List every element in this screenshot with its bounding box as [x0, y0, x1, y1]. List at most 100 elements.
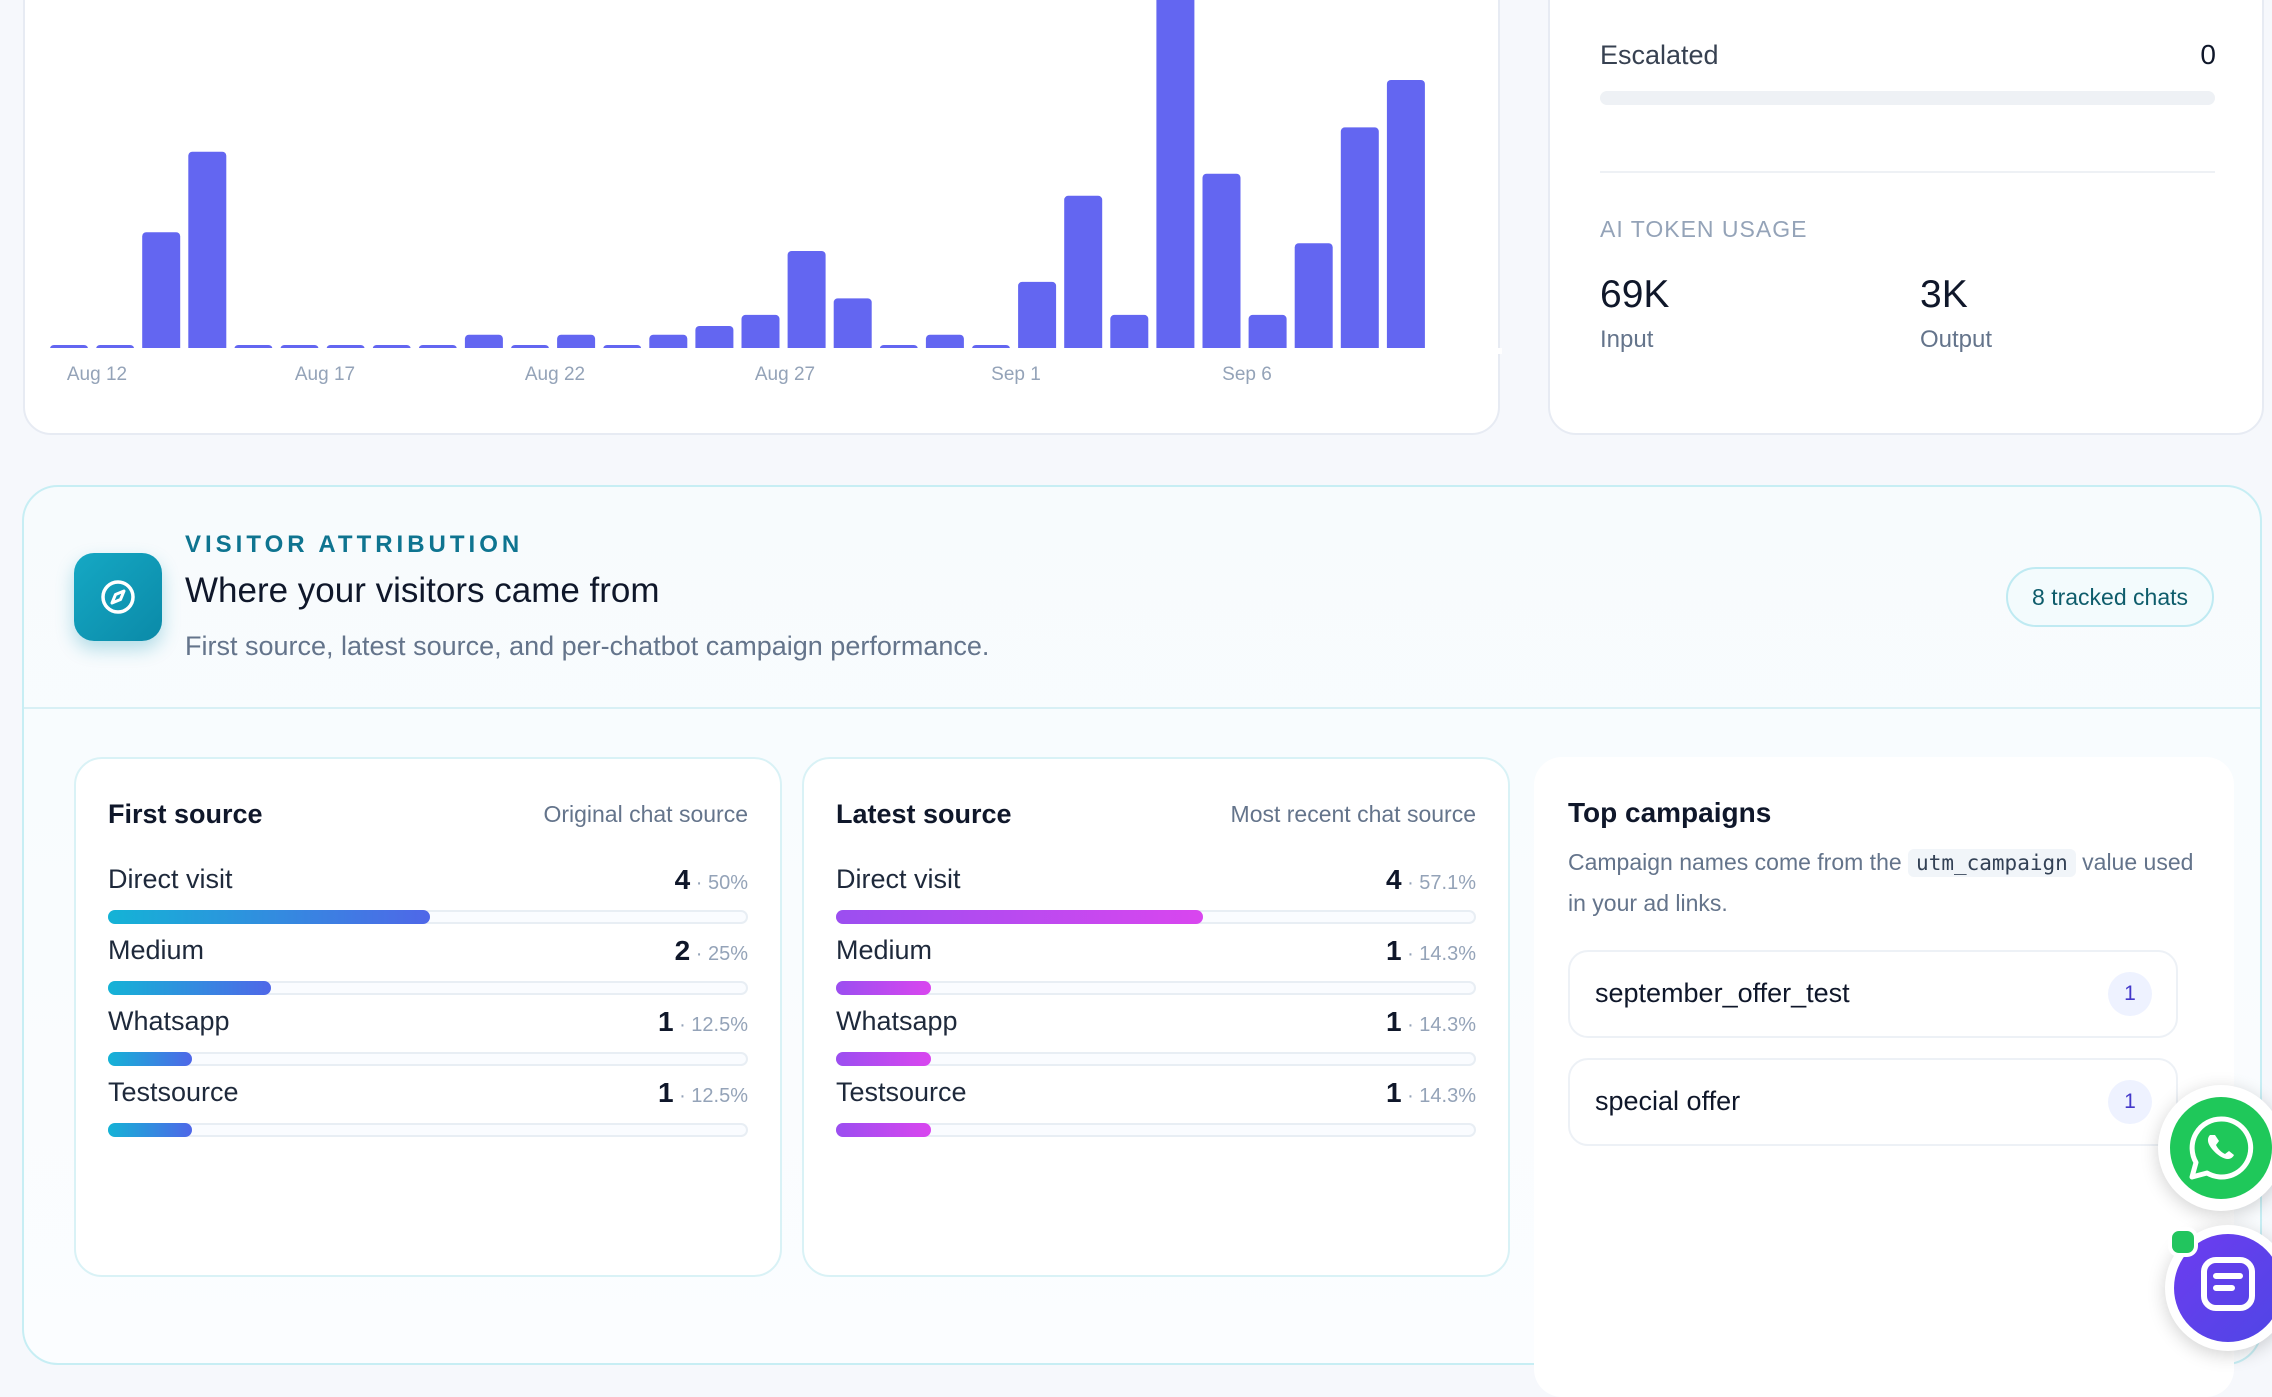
latest-source-row: Medium 1 · 14.3%	[836, 935, 1476, 1005]
source-bar-fill	[836, 1123, 931, 1137]
x-tick-label: Aug 22	[525, 364, 585, 385]
source-bar-fill	[108, 981, 271, 995]
chart-bar	[833, 298, 872, 352]
source-bar-fill	[108, 910, 430, 924]
source-bar-track	[836, 1052, 1476, 1066]
source-percent: · 14.3%	[1401, 943, 1476, 965]
x-tick-label: Sep 1	[991, 364, 1041, 385]
divider	[1600, 171, 2215, 173]
compass-icon	[74, 553, 162, 641]
chart-bar	[1018, 281, 1057, 352]
top-campaigns-title: Top campaigns	[1568, 797, 1772, 828]
source-bar-track	[108, 910, 748, 924]
source-bar-track	[108, 1123, 748, 1137]
chart-bar	[787, 250, 826, 352]
source-name: Direct visit	[836, 864, 961, 894]
first-source-row: Testsource 1 · 12.5%	[108, 1077, 748, 1147]
first-source-subtitle: Original chat source	[543, 801, 748, 827]
source-count-value: 1	[1385, 935, 1402, 966]
source-count: 4 · 57.1%	[1386, 864, 1476, 896]
token-usage-heading: AI TOKEN USAGE	[1600, 216, 1808, 242]
source-bar-fill	[836, 1052, 931, 1066]
source-percent: · 14.3%	[1401, 1085, 1476, 1107]
source-name: Whatsapp	[108, 1006, 230, 1036]
source-count: 1 · 14.3%	[1386, 1077, 1476, 1109]
chart-bar	[464, 334, 503, 352]
chart-bar	[1110, 314, 1149, 352]
source-count: 4 · 50%	[675, 864, 748, 896]
latest-source-row: Direct visit 4 · 57.1%	[836, 864, 1476, 934]
output-token-value: 3K	[1920, 273, 1968, 316]
campaign-count-badge: 1	[2108, 1080, 2152, 1124]
source-bar-fill	[108, 1123, 192, 1137]
source-name: Testsource	[836, 1077, 967, 1107]
stats-card: Escalated 0 AI TOKEN USAGE 69K Input 3K …	[1548, 0, 2264, 435]
escalated-value: 0	[2200, 39, 2216, 70]
visitor-attribution-section: VISITOR ATTRIBUTION Where your visitors …	[22, 485, 2262, 1397]
daily-chats-bar-chart: Aug 12 Aug 17 Aug 22 Aug 27 Sep 1 Sep 6	[25, 0, 1502, 385]
source-count-value: 1	[657, 1077, 674, 1108]
x-tick-label: Aug 27	[755, 364, 815, 385]
x-tick-label: Sep 6	[1222, 364, 1272, 385]
source-percent: · 14.3%	[1401, 1014, 1476, 1036]
output-token-label: Output	[1920, 326, 1993, 353]
source-bar-track	[108, 981, 748, 995]
campaign-item[interactable]: special offer 1	[1568, 1058, 2178, 1146]
desc-text: Campaign names come from the	[1568, 849, 1909, 875]
source-count: 2 · 25%	[675, 935, 748, 967]
source-bar-track	[836, 981, 1476, 995]
source-count-value: 1	[657, 1006, 674, 1037]
first-source-card: First source Original chat source Direct…	[74, 757, 782, 1277]
section-divider	[24, 707, 2260, 709]
chart-bar	[142, 232, 181, 352]
top-campaigns-description: Campaign names come from the utm_campaig…	[1568, 842, 2198, 923]
latest-source-card: Latest source Most recent chat source Di…	[802, 757, 1510, 1277]
latest-source-row: Testsource 1 · 14.3%	[836, 1077, 1476, 1147]
chart-bar	[1340, 127, 1379, 352]
chart-bar	[188, 151, 227, 352]
source-percent: · 12.5%	[673, 1014, 748, 1036]
source-bar-track	[836, 1123, 1476, 1137]
first-source-row: Direct visit 4 · 50%	[108, 864, 748, 934]
section-title: Where your visitors came from	[185, 571, 660, 610]
source-count-value: 1	[1385, 1006, 1402, 1037]
source-count: 1 · 14.3%	[1386, 935, 1476, 967]
source-percent: · 50%	[690, 872, 748, 894]
source-count-value: 1	[1385, 1077, 1402, 1108]
source-name: Whatsapp	[836, 1006, 958, 1036]
chart-bar	[649, 334, 688, 352]
chart-baseline-mask	[25, 348, 1502, 354]
input-token-label: Input	[1600, 326, 1654, 353]
top-campaigns-card: Top campaigns Campaign names come from t…	[1534, 757, 2234, 1397]
source-bar-fill	[836, 981, 931, 995]
source-name: Medium	[836, 935, 933, 965]
first-source-row: Medium 2 · 25%	[108, 935, 748, 1005]
daily-chats-chart-card: Aug 12 Aug 17 Aug 22 Aug 27 Sep 1 Sep 6	[23, 0, 1502, 435]
first-source-title: First source	[108, 799, 263, 829]
source-percent: · 25%	[690, 943, 748, 965]
section-eyebrow: VISITOR ATTRIBUTION	[185, 531, 524, 558]
campaign-item[interactable]: september_offer_test 1	[1568, 950, 2178, 1038]
whatsapp-chat-button[interactable]	[2158, 1085, 2272, 1211]
chart-bar	[741, 314, 780, 352]
tracked-chats-badge: 8 tracked chats	[2006, 567, 2214, 627]
source-count-value: 4	[674, 864, 691, 895]
x-tick-label: Aug 12	[67, 364, 127, 385]
chart-bar	[1064, 195, 1103, 352]
chart-bar	[1248, 314, 1287, 352]
chart-bar	[695, 325, 734, 352]
source-bar-fill	[108, 1052, 192, 1066]
source-count-value: 4	[1385, 864, 1402, 895]
chart-bar	[1202, 173, 1241, 352]
campaign-name: special offer	[1595, 1086, 1741, 1116]
x-tick-label: Aug 17	[295, 364, 355, 385]
source-count: 1 · 12.5%	[658, 1006, 748, 1038]
chart-bar	[925, 334, 964, 352]
source-bar-track	[108, 1052, 748, 1066]
source-count: 1 · 12.5%	[658, 1077, 748, 1109]
source-bar-fill	[836, 910, 1204, 924]
source-count-value: 2	[674, 935, 691, 966]
source-name: Direct visit	[108, 864, 233, 894]
first-source-row: Whatsapp 1 · 12.5%	[108, 1006, 748, 1076]
escalated-label: Escalated	[1600, 40, 1719, 70]
